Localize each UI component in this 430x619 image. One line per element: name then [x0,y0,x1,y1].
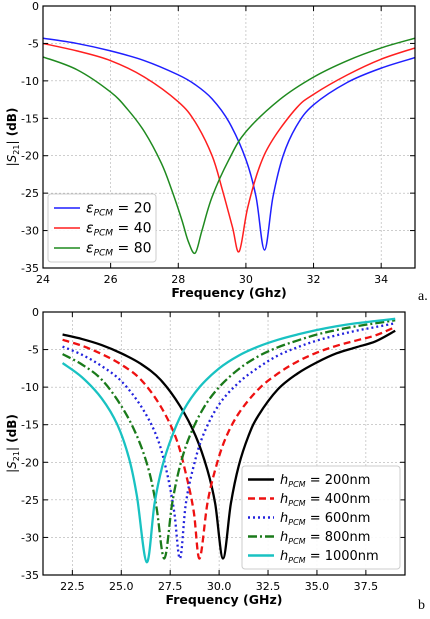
x-tick-label: 27.5 [158,580,183,593]
y-tick-label: -25 [21,187,39,200]
x-tick-label: 26 [104,273,118,286]
y-tick-label: -20 [21,150,39,163]
y-tick-label: -5 [28,344,39,357]
legend: εPCM = 20 εPCM = 40 εPCM = 80 [47,193,157,263]
x-tick-label: 24 [36,273,50,286]
x-tick-label: 28 [171,273,185,286]
x-tick-label: 22.5 [60,580,85,593]
x-tick-label: 32 [307,273,321,286]
y-tick-label: -15 [21,419,39,432]
x-tick-label: 37.5 [354,580,379,593]
chart-a: 24 26 28 30 32 34 0 -5 -10 -15 -20 -25 -30 -35 Frequen… [5,0,428,304]
legend-label: εPCM = 80 [86,241,152,259]
y-tick-label: -30 [21,225,39,238]
y-tick-label: -10 [21,381,39,394]
chart-b: 22.5 25.0 27.5 30.0 32.5 35.0 37.5 0 -5 -10 -15 -20… [5,306,425,613]
series-line-2 [43,42,415,253]
x-tick-label: 25.0 [109,580,134,593]
panel-label: b [418,598,425,613]
y-tick-label: -15 [21,112,39,125]
y-tick-label: -30 [21,531,39,544]
series-line-1 [62,329,396,560]
y-tick-label: -10 [21,75,39,88]
x-tick-label: 30.0 [207,580,232,593]
panel-label: a. [418,289,428,304]
legend-box [241,465,401,570]
plot-frame [42,5,416,269]
series-line-2 [62,325,396,560]
legend-label: hPCM = 600nm [280,511,370,527]
legend: hPCM = 200nm hPCM = 400nm hPCM = 600nm hPCM… [241,465,401,570]
legend-label: εPCM = 40 [86,221,152,239]
series-line-1 [43,37,415,251]
x-tick-label: 32.5 [256,580,281,593]
x-axis-label: Frequency (Ghz) [171,285,286,300]
legend-label: hPCM = 400nm [280,492,370,508]
x-tick-label: 35.0 [305,580,330,593]
plot-frame [42,311,406,576]
x-tick-label: 34 [374,273,388,286]
legend-label: hPCM = 800nm [280,530,370,546]
x-tick-label: 30 [239,273,253,286]
y-tick-label: 0 [32,0,39,13]
legend-label: εPCM = 20 [86,201,152,219]
series-line-3 [43,37,415,255]
x-axis-label: Frequency (GHz) [166,592,283,607]
legend-label: hPCM = 1000nm [280,549,379,565]
series-line-5 [61,317,396,564]
legend-box [47,193,157,263]
y-axis-label: |S21| (dB) [5,414,21,473]
y-tick-label: -20 [21,456,39,469]
y-axis-label: |S21| (dB) [5,108,21,167]
y-tick-label: -35 [21,262,39,275]
y-tick-label: -25 [21,494,39,507]
y-tick-label: -35 [21,569,39,582]
series-line-4 [62,319,396,560]
y-tick-label: -5 [28,37,39,50]
legend-label: hPCM = 200nm [280,473,370,489]
y-tick-label: 0 [32,306,39,319]
